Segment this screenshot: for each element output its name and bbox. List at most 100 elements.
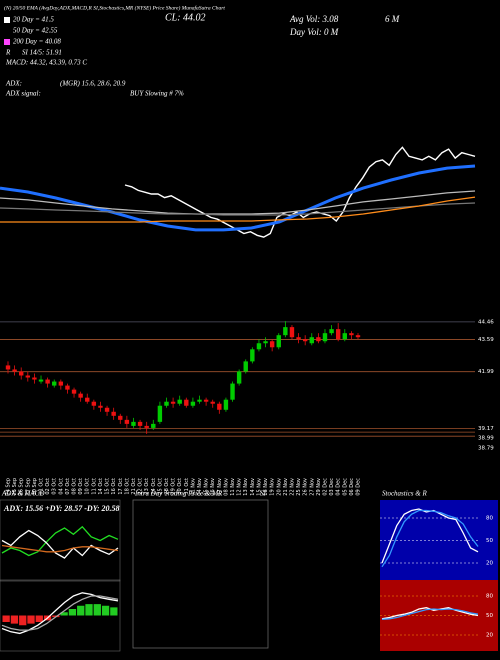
candle-body xyxy=(164,401,169,406)
panel-frame xyxy=(0,499,121,582)
candle-body xyxy=(137,421,143,426)
candle-body xyxy=(91,401,97,406)
histogram-bar xyxy=(101,605,110,616)
x-tick-label: 08 Nov xyxy=(223,478,229,496)
candle-body xyxy=(335,329,341,340)
x-tick-label: 27 Sep xyxy=(25,478,31,495)
x-tick-label: 26 Sep xyxy=(19,478,25,495)
y-tick-label: 50 xyxy=(486,538,493,544)
x-tick-label: 06 Dec xyxy=(349,478,355,496)
panel-frame xyxy=(0,579,121,652)
x-tick-label: 19 Nov xyxy=(270,478,276,496)
rsi: SI 14/5: 51.91 xyxy=(22,49,62,57)
candle-body xyxy=(243,361,248,372)
candle-body xyxy=(322,333,328,342)
histogram-bar xyxy=(35,615,43,622)
x-tick-label: 21 Nov xyxy=(283,478,289,496)
candle-body xyxy=(144,425,149,428)
candle-body xyxy=(12,369,17,372)
legend-swatch xyxy=(4,17,10,23)
x-tick-label: 22 Oct xyxy=(138,478,144,495)
candle-body xyxy=(236,371,242,384)
panel-title: Stochastics & R xyxy=(382,490,427,498)
x-tick-label: 24 Sep xyxy=(6,478,12,495)
series-line xyxy=(0,190,476,215)
histogram-bar xyxy=(85,604,93,616)
x-tick-label: 06 Nov xyxy=(210,478,216,496)
x-tick-label: 26 Nov xyxy=(303,478,309,496)
x-tick-label: 02 Dec xyxy=(322,478,328,496)
x-tick-label: 04 Oct xyxy=(58,478,64,495)
x-tick-label: 24 Oct xyxy=(151,478,157,495)
candle-body xyxy=(250,349,255,362)
histogram-bar xyxy=(2,615,10,622)
x-tick-label: 08 Oct xyxy=(72,478,78,495)
x-tick-label: 29 Nov xyxy=(316,478,322,496)
x-tick-label: 21 Oct xyxy=(131,478,137,495)
candle-body xyxy=(309,337,314,344)
x-tick-label: 07 Oct xyxy=(65,478,71,495)
x-tick-label: 05 Dec xyxy=(342,478,348,496)
x-tick-label: 16 Oct xyxy=(111,478,117,495)
ma50: 50 Day = 42.55 xyxy=(13,27,58,35)
x-tick-label: 31 Oct xyxy=(184,478,190,495)
candle-body xyxy=(316,337,321,342)
x-tick-label: 15 Oct xyxy=(105,478,111,495)
histogram-bar xyxy=(77,605,85,616)
series-line xyxy=(1,525,119,557)
candle-body xyxy=(329,329,334,334)
series-line xyxy=(0,202,476,216)
y-tick-label: 38.99 xyxy=(478,436,494,442)
candle-body xyxy=(170,401,176,404)
x-tick-label: 03 Oct xyxy=(52,478,58,495)
avg-vol: Avg Vol: 3.08 xyxy=(289,14,339,24)
histogram-bar xyxy=(93,604,101,616)
histogram-bar xyxy=(68,609,77,616)
close: CL: 44.02 xyxy=(165,12,206,23)
candle-body xyxy=(157,405,163,422)
adx-signal: ADX signal: xyxy=(5,90,41,98)
candle-body xyxy=(276,335,281,348)
x-tick-label: 03 Dec xyxy=(329,478,335,496)
panel-subtitle: SI xyxy=(260,490,267,498)
candle-body xyxy=(256,343,262,350)
series-line xyxy=(1,544,119,553)
x-tick-label: 14 Nov xyxy=(250,478,256,496)
x-tick-label: 25 Nov xyxy=(296,478,302,496)
panel-subtitle: ADX: 15.56 +DY: 28.57 -DY: 20.58 xyxy=(3,504,120,513)
series-line xyxy=(381,608,479,621)
x-tick-label: 12 Nov xyxy=(237,478,243,496)
y-tick-label: 20 xyxy=(486,561,493,567)
x-tick-label: 30 Sep xyxy=(32,478,38,495)
x-tick-label: 18 Oct xyxy=(124,478,130,495)
histogram-bar xyxy=(19,615,27,626)
candle-body xyxy=(32,377,37,380)
x-tick-label: 07 Nov xyxy=(217,478,223,496)
candle-body xyxy=(302,339,308,342)
legend-swatch xyxy=(4,39,10,45)
candle-body xyxy=(71,389,77,394)
candle-body xyxy=(131,421,136,426)
candle-body xyxy=(98,405,103,408)
x-tick-label: 13 Nov xyxy=(243,478,249,496)
candle-body xyxy=(217,403,222,410)
ma200: 200 Day = 40.08 xyxy=(13,38,61,46)
signal: BUY Slowing # 7% xyxy=(130,90,184,98)
series-line xyxy=(381,509,479,568)
y-tick-label: 38.79 xyxy=(478,446,494,452)
x-tick-label: 11 Nov xyxy=(230,478,236,496)
candle-body xyxy=(203,399,209,402)
histogram-bar xyxy=(110,607,118,616)
candle-body xyxy=(342,333,347,340)
y-tick-label: 41.99 xyxy=(478,369,494,375)
panel-title: Intra Day Trading Price & MR xyxy=(134,490,223,498)
candle-body xyxy=(65,385,70,390)
candle-body xyxy=(25,375,31,378)
x-tick-label: 17 Oct xyxy=(118,478,124,495)
x-tick-label: 25 Sep xyxy=(12,478,18,495)
x-tick-label: 30 Oct xyxy=(177,478,183,495)
y-tick-label: 20 xyxy=(486,633,493,639)
ma20: 20 Day = 41.5 xyxy=(13,16,54,24)
